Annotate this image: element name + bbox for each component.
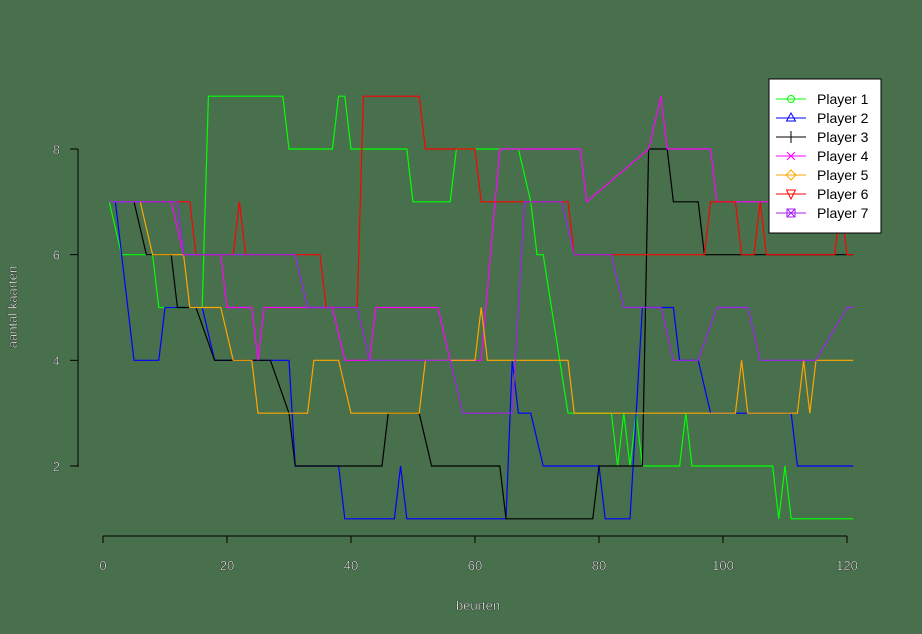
x-tick-label: 20 xyxy=(220,558,234,573)
x-axis: 0 20 40 60 80 100 120 beurten xyxy=(99,535,858,613)
x-tick-label: 80 xyxy=(592,558,606,573)
series-layer xyxy=(108,95,854,520)
x-tick-label: 40 xyxy=(344,558,358,573)
legend-label: Player 2 xyxy=(817,110,869,126)
y-tick-label: 2 xyxy=(53,459,60,474)
legend-marker-diamond-icon xyxy=(785,169,797,181)
series-line-player-5 xyxy=(139,201,854,414)
legend-marker-plus-icon xyxy=(786,131,796,143)
legend-marker-x-icon xyxy=(786,151,796,161)
series-line-player-6 xyxy=(146,95,854,309)
series-line-player-7 xyxy=(109,201,854,414)
legend-label: Player 6 xyxy=(817,186,869,202)
y-axis-title: aantal kaarten xyxy=(5,266,20,348)
x-axis-title: beurten xyxy=(456,598,500,613)
x-tick-label: 120 xyxy=(836,558,858,573)
legend: Player 1 Player 2 Player 3 Player 4 Player 5… xyxy=(768,78,882,234)
legend-label: Player 1 xyxy=(817,91,869,107)
legend-label: Player 7 xyxy=(817,205,869,221)
legend-item-player-1: Player 1 xyxy=(776,91,869,107)
y-tick-label: 6 xyxy=(53,248,60,263)
y-tick-label: 8 xyxy=(53,142,60,157)
legend-item-player-4: Player 4 xyxy=(776,148,869,164)
legend-item-player-2: Player 2 xyxy=(776,110,869,126)
legend-label: Player 4 xyxy=(817,148,869,164)
legend-label: Player 5 xyxy=(817,167,869,183)
series-line-player-4 xyxy=(115,96,854,361)
x-tick-label: 0 xyxy=(99,558,106,573)
legend-marker-triangle-icon xyxy=(785,111,797,122)
legend-marker-circle-icon xyxy=(787,95,795,103)
x-tick-label: 100 xyxy=(712,558,734,573)
legend-item-player-5: Player 5 xyxy=(776,167,869,183)
legend-label: Player 3 xyxy=(817,129,869,145)
legend-marker-triangle-down-icon xyxy=(785,189,797,201)
legend-item-player-3: Player 3 xyxy=(776,129,869,145)
y-axis: 2 4 6 8 aantal kaarten xyxy=(5,142,79,474)
y-tick-label: 4 xyxy=(53,353,60,368)
legend-marker-square-x-icon xyxy=(786,208,796,218)
series-line-player-3 xyxy=(133,148,854,520)
legend-item-player-6: Player 6 xyxy=(776,186,869,202)
legend-item-player-7: Player 7 xyxy=(776,205,869,221)
x-tick-label: 60 xyxy=(468,558,482,573)
